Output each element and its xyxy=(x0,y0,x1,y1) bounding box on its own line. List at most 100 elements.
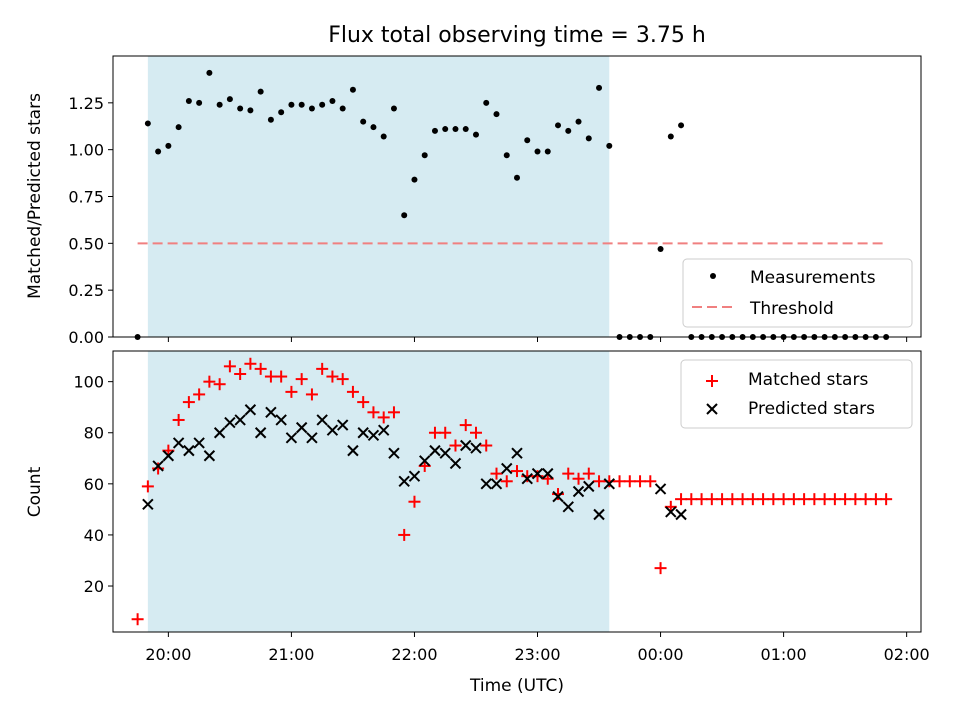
predicted-star-point xyxy=(521,473,533,485)
measurement-point xyxy=(185,97,192,104)
predicted-star-point xyxy=(213,427,226,439)
predicted-star-point xyxy=(665,506,677,518)
matched-star-point xyxy=(767,493,780,506)
matched-star-point xyxy=(459,419,472,432)
legend-matched-label: Matched stars xyxy=(748,370,868,390)
matched-star-point xyxy=(480,439,493,452)
measurement-point xyxy=(514,174,520,181)
measurement-point xyxy=(175,124,182,131)
predicted-star-point xyxy=(480,478,492,490)
measurement-point xyxy=(555,122,562,129)
matched-star-point xyxy=(213,378,226,391)
predicted-star-point xyxy=(265,406,277,419)
predicted-star-point xyxy=(408,470,421,482)
matched-star-point xyxy=(244,357,257,370)
predicted-star-point xyxy=(203,450,216,462)
matched-star-point xyxy=(716,493,729,506)
measurement-point xyxy=(319,101,326,108)
predicted-star-point xyxy=(572,485,585,498)
matched-star-point xyxy=(223,360,236,373)
predicted-star-point xyxy=(654,483,667,495)
predicted-star-point xyxy=(490,478,503,490)
matched-star-point xyxy=(562,467,575,480)
legend-predicted-label: Predicted stars xyxy=(748,399,875,419)
y-tick-label: 40 xyxy=(84,526,104,545)
matched-star-point xyxy=(880,493,893,506)
measurement-point xyxy=(206,69,213,76)
measurement-point xyxy=(165,142,172,149)
measurement-point xyxy=(288,101,295,108)
measurement-point xyxy=(226,96,233,103)
bottom-axes-frame xyxy=(112,350,922,633)
predicted-star-point xyxy=(583,480,595,493)
y-tick-label: 0.50 xyxy=(68,234,104,253)
predicted-star-point xyxy=(470,442,482,454)
matched-star-point xyxy=(500,475,513,488)
predicted-star-point xyxy=(357,427,369,439)
measurement-point xyxy=(360,118,367,125)
matched-star-point xyxy=(552,488,565,501)
x-tick-label: 21:00 xyxy=(268,645,314,664)
matched-star-point xyxy=(777,493,790,506)
x-tick-label: 01:00 xyxy=(761,645,807,664)
matched-star-point xyxy=(469,426,482,439)
matched-star-point xyxy=(521,470,534,483)
matched-star-point xyxy=(572,472,585,485)
predicted-star-point xyxy=(593,508,605,521)
matched-star-point xyxy=(726,493,739,506)
measurement-point xyxy=(544,148,551,155)
matched-star-point xyxy=(408,495,421,508)
bottom-panel: 20 40 60 80 100 20:00 21:00 22:00 23:00 00:00 01:… xyxy=(25,350,930,696)
matched-star-point xyxy=(428,426,441,439)
matched-star-point xyxy=(695,493,708,506)
predicted-star-point xyxy=(336,419,349,431)
y-tick-label: 0.75 xyxy=(68,188,104,207)
measurement-point xyxy=(421,152,428,159)
y-tick-label: 1.25 xyxy=(68,94,104,113)
measurement-point xyxy=(216,101,223,108)
observing-window-band-top xyxy=(147,56,610,337)
predicted-star-point xyxy=(224,416,236,429)
measurement-point xyxy=(411,176,418,183)
predicted-star-point xyxy=(254,427,267,439)
legend-threshold-label: Threshold xyxy=(749,299,834,319)
predicted-star-point xyxy=(347,444,359,457)
y-tick-label: 60 xyxy=(84,475,104,494)
predicted-star-point xyxy=(511,447,523,459)
matched-star-point xyxy=(152,462,165,475)
matched-stars-points xyxy=(131,357,893,626)
matched-star-point xyxy=(439,426,452,439)
matched-star-point xyxy=(285,385,298,398)
matched-star-point xyxy=(787,493,800,506)
matched-star-point xyxy=(357,396,370,409)
legend-predicted-marker xyxy=(706,403,718,415)
matched-star-point xyxy=(634,475,647,488)
measurement-point xyxy=(483,99,490,106)
predicted-star-point xyxy=(152,460,164,472)
matched-star-point xyxy=(603,475,616,488)
predicted-star-point xyxy=(562,501,574,513)
y-tick-label: 0.25 xyxy=(68,281,104,300)
top-legend-box xyxy=(682,258,913,328)
matched-star-point xyxy=(264,370,277,383)
measurement-point xyxy=(606,142,613,149)
matched-star-point xyxy=(326,370,339,383)
matched-star-point xyxy=(746,493,759,506)
y-tick-label: 1.00 xyxy=(68,141,104,160)
measurement-point xyxy=(390,105,397,112)
predicted-star-point xyxy=(429,444,441,457)
measurement-point xyxy=(503,152,510,159)
top-y-axis-label: Matched/Predicted stars xyxy=(25,93,45,299)
matched-star-point xyxy=(377,411,390,424)
predicted-star-point xyxy=(449,457,462,470)
measurement-point xyxy=(144,120,151,127)
x-tick-label: 02:00 xyxy=(884,645,930,664)
x-tick-label: 00:00 xyxy=(637,645,683,664)
measurement-point xyxy=(442,126,449,133)
matched-star-point xyxy=(295,373,308,386)
measurement-point xyxy=(329,97,336,104)
measurement-point xyxy=(493,111,500,118)
predicted-star-point xyxy=(234,414,246,426)
matched-star-point xyxy=(336,373,349,386)
